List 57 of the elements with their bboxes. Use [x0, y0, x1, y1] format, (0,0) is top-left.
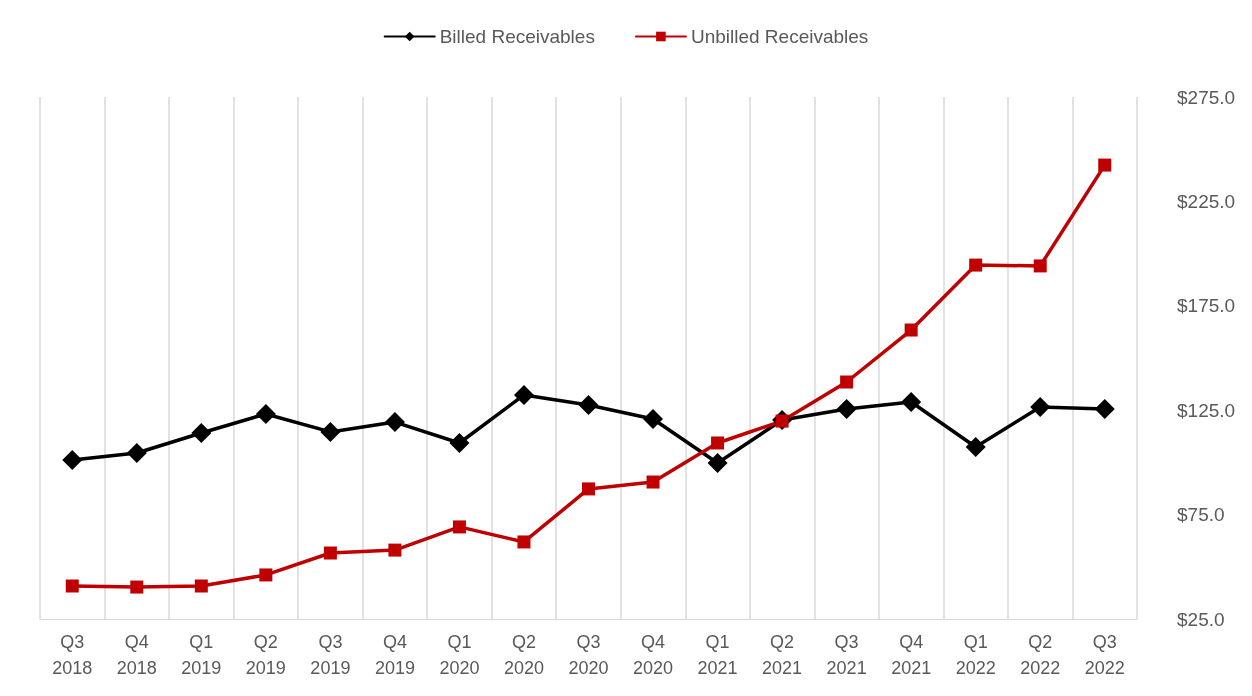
point [646, 475, 660, 489]
point [965, 436, 986, 457]
point [836, 398, 857, 419]
x-tick-label: Q3 2021 [826, 632, 867, 678]
point [904, 323, 918, 337]
point [711, 436, 725, 450]
x-tick-label: Q4 2018 [116, 632, 157, 678]
y-tick-label: $225.0 [1177, 190, 1236, 212]
point [62, 450, 83, 471]
x-tick-label: Q1 2022 [955, 632, 996, 678]
point [1094, 398, 1115, 419]
x-tick-label: Q4 2021 [891, 632, 932, 678]
x-tick-label: Q1 2020 [439, 632, 480, 678]
point [643, 408, 664, 429]
point [323, 546, 337, 560]
x-tick-label: Q2 2021 [762, 632, 803, 678]
point [320, 421, 341, 442]
point [1030, 397, 1051, 418]
x-tick-label: Q3 2019 [310, 632, 351, 678]
x-tick-label: Q2 2019 [245, 632, 286, 678]
point [130, 580, 144, 594]
point [388, 543, 402, 557]
point [255, 403, 276, 424]
y-tick-label: $75.0 [1177, 504, 1225, 526]
x-tick-label: Q3 2022 [1084, 632, 1125, 678]
point [901, 392, 922, 413]
point [840, 375, 854, 389]
x-tick-label: Q2 2020 [503, 632, 544, 678]
x-tick-label: Q2 2022 [1020, 632, 1061, 678]
y-tick-label: $275.0 [1177, 86, 1236, 108]
point [126, 443, 147, 463]
point [384, 412, 405, 433]
x-tick-label: Q1 2021 [697, 632, 738, 678]
x-tick-label: Q3 2020 [568, 632, 609, 678]
y-tick-label: $125.0 [1177, 399, 1236, 421]
y-tick-label: $25.0 [1177, 608, 1225, 630]
legend-label: Unbilled Receivables [690, 26, 869, 47]
x-tick-label: Q4 2020 [633, 632, 674, 678]
point [1033, 259, 1047, 273]
legend-label: Billed Receivables [439, 26, 595, 47]
y-tick-label: $175.0 [1177, 295, 1236, 317]
x-tick-label: Q4 2019 [374, 632, 415, 678]
point [452, 520, 466, 534]
point [449, 432, 470, 453]
point [513, 384, 534, 405]
point [1098, 158, 1112, 172]
point [517, 535, 531, 549]
point [194, 579, 208, 593]
x-tick-label: Q3 2018 [52, 632, 93, 678]
point [65, 579, 79, 593]
point [969, 258, 983, 272]
point [582, 482, 595, 496]
x-tick-label: Q1 2019 [181, 632, 222, 678]
point [707, 453, 728, 474]
point [578, 394, 599, 415]
point [191, 422, 212, 443]
point [259, 568, 273, 582]
